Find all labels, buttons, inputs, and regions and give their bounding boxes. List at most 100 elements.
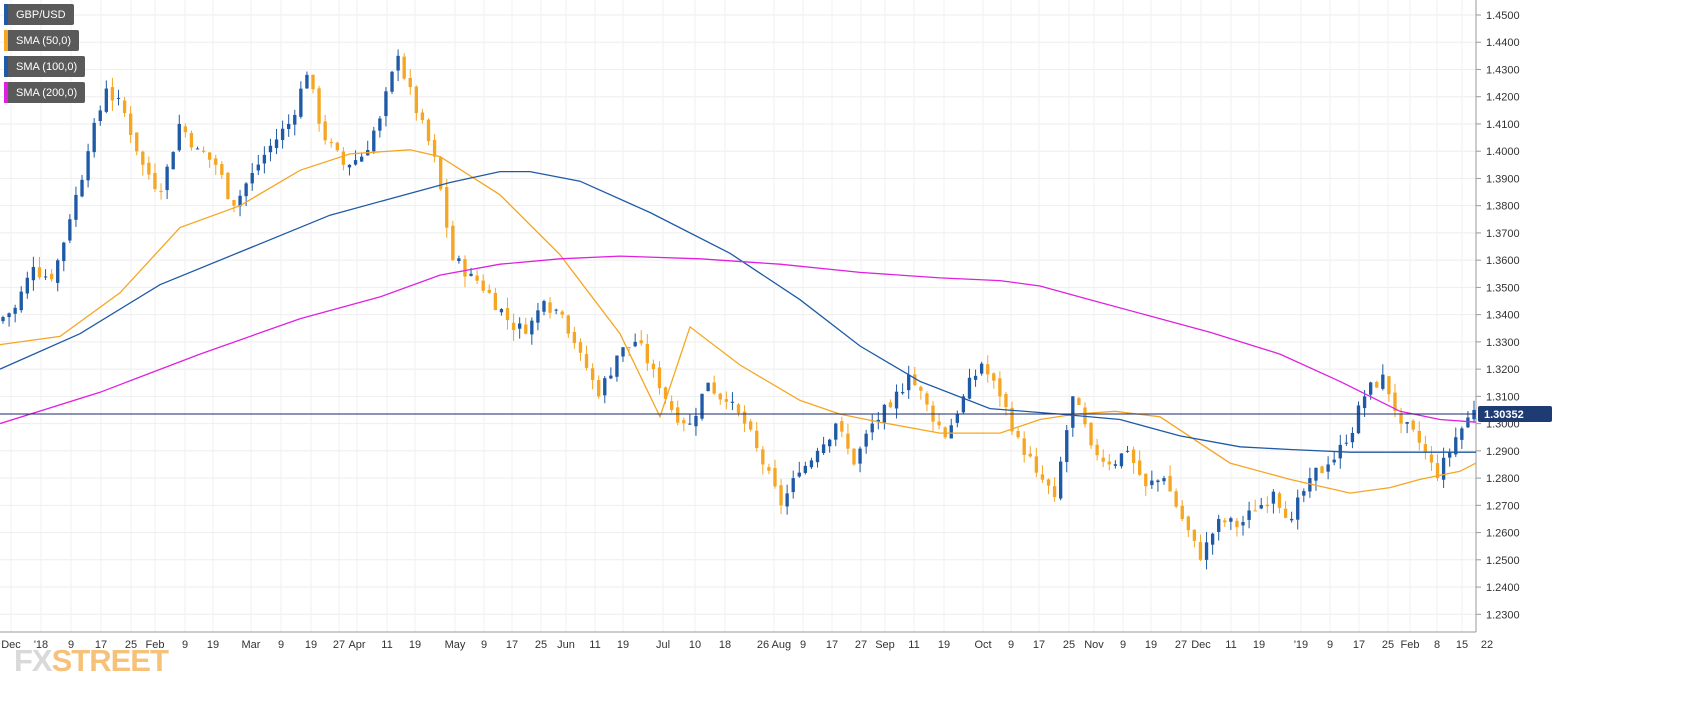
x-tick-label: 25 [1063, 639, 1075, 651]
sma-line [0, 255, 1477, 425]
candle-body [1125, 450, 1130, 452]
x-tick-label: 19 [938, 639, 950, 651]
candle-body [791, 478, 795, 493]
candle-body [1071, 396, 1075, 428]
candle-body [141, 151, 145, 165]
legend-item-gbpusd[interactable]: GBP/USD [4, 4, 74, 25]
x-tick-label: 11 [1225, 639, 1236, 651]
candle-body [669, 401, 674, 410]
candle-body [1314, 467, 1318, 481]
candle-body [287, 123, 291, 130]
candle-body [1247, 510, 1251, 520]
last-price-badge [1478, 406, 1552, 423]
candle-body [86, 151, 90, 181]
candle-body [639, 340, 643, 344]
candle-body [250, 172, 254, 184]
candle-body [432, 139, 437, 157]
candle-body [597, 379, 601, 397]
candle-body [913, 374, 917, 386]
candle-body [651, 363, 656, 370]
candle-body [511, 322, 516, 331]
candle-body [390, 71, 394, 92]
candle-body [7, 313, 11, 318]
candle-body [329, 142, 333, 144]
candle-body [603, 378, 607, 396]
candle-body [706, 382, 710, 392]
candle-body [1362, 396, 1367, 409]
candle-body [633, 341, 637, 347]
candle-body [524, 324, 528, 334]
legend-swatch [4, 82, 8, 103]
y-tick-label: 1.4200 [1486, 92, 1520, 104]
candle-body [128, 113, 133, 135]
candle-body [1271, 491, 1276, 504]
candle-body [609, 375, 613, 379]
candle-body [37, 267, 42, 278]
candle-body [1065, 430, 1069, 463]
candle-body [578, 342, 583, 353]
y-tick-label: 1.2700 [1486, 500, 1520, 512]
candle-body [937, 421, 941, 426]
candle-body [104, 88, 109, 112]
candle-body [1192, 529, 1197, 541]
x-tick-label: 17 [95, 639, 107, 651]
candle-body [1253, 510, 1257, 512]
candle-body [1101, 457, 1105, 462]
candle-body [341, 151, 346, 165]
candle-body [359, 156, 364, 162]
candle-body [1022, 438, 1026, 455]
candle-body [1107, 461, 1111, 465]
candle-body [481, 280, 485, 291]
candle-body [305, 74, 309, 89]
candle-body [1077, 398, 1081, 405]
candle-body [1393, 392, 1397, 411]
candle-body [730, 401, 735, 403]
x-tick-label: 9 [68, 639, 74, 651]
candle-body [584, 354, 589, 368]
candle-body [590, 368, 595, 380]
candle-body [773, 468, 777, 487]
candle-body [1344, 442, 1349, 444]
legend-item-sma-50[interactable]: SMA (50,0) [4, 30, 80, 51]
candle-body [542, 301, 546, 312]
y-tick-label: 1.4100 [1486, 119, 1520, 131]
candle-body [299, 88, 303, 117]
candle-body [1210, 533, 1215, 545]
x-tick-label: Dec [1, 639, 21, 651]
x-tick-label: 9 [1120, 639, 1126, 651]
candle-body [1259, 505, 1263, 509]
candle-body [1052, 486, 1057, 498]
candle-body [122, 100, 127, 114]
candle-body [955, 414, 959, 423]
candle-body [268, 145, 273, 153]
legend-item-sma-200[interactable]: SMA (200,0) [4, 82, 86, 103]
y-tick-label: 1.4400 [1486, 37, 1520, 49]
candle-body [682, 420, 686, 424]
candle-body [858, 448, 862, 464]
candle-body [1138, 460, 1142, 475]
y-tick-label: 1.3700 [1486, 228, 1520, 240]
legend-item-sma-100[interactable]: SMA (100,0) [4, 56, 86, 77]
candle-body [1241, 522, 1245, 526]
candle-body [797, 472, 801, 477]
candle-body [317, 88, 321, 124]
candle-body [1277, 493, 1282, 508]
y-tick-label: 1.3600 [1486, 255, 1520, 267]
candle-body [1034, 456, 1039, 473]
candle-body [1004, 394, 1008, 408]
candle-body [718, 393, 722, 400]
x-tick-label: Feb [1401, 639, 1420, 651]
x-tick-label: Mar [242, 639, 261, 651]
candle-body [961, 396, 966, 413]
candle-body [1423, 444, 1428, 453]
candle-body [147, 162, 151, 175]
candle-body [1235, 520, 1239, 528]
candle-body [1460, 428, 1464, 440]
candle-body [755, 430, 759, 449]
candle-body [1168, 475, 1172, 492]
candle-body [572, 331, 577, 344]
y-tick-label: 1.3500 [1486, 282, 1520, 294]
legend-label: GBP/USD [16, 8, 66, 21]
candle-body [214, 158, 218, 165]
candle-body [809, 460, 814, 468]
